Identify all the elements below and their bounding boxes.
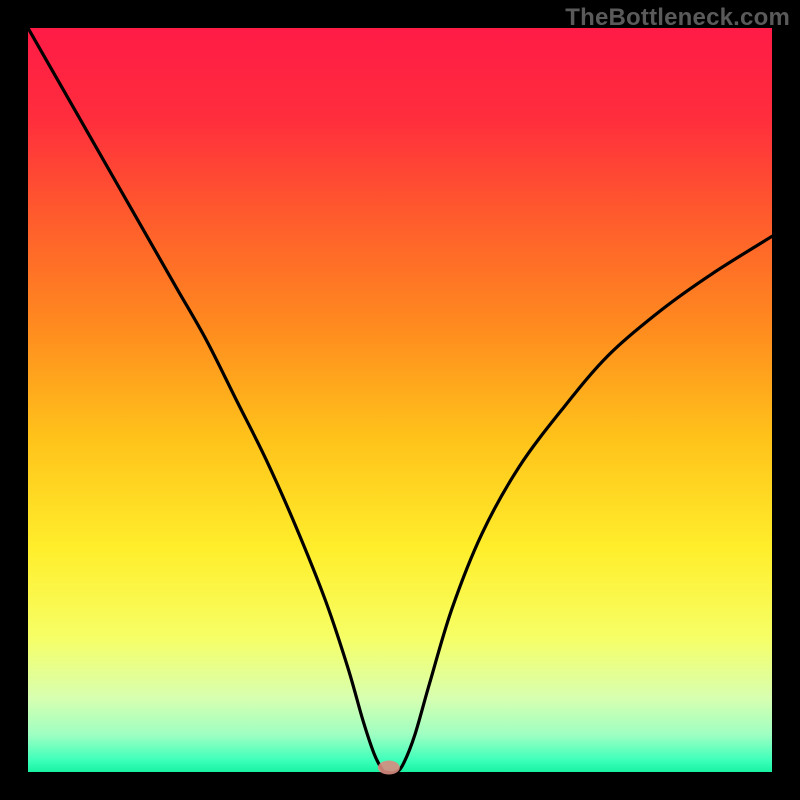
gradient-background bbox=[28, 28, 772, 772]
chart-stage: TheBottleneck.com bbox=[0, 0, 800, 800]
optimal-point-marker bbox=[378, 761, 400, 775]
watermark-label: TheBottleneck.com bbox=[565, 4, 790, 32]
bottleneck-chart bbox=[0, 0, 800, 800]
